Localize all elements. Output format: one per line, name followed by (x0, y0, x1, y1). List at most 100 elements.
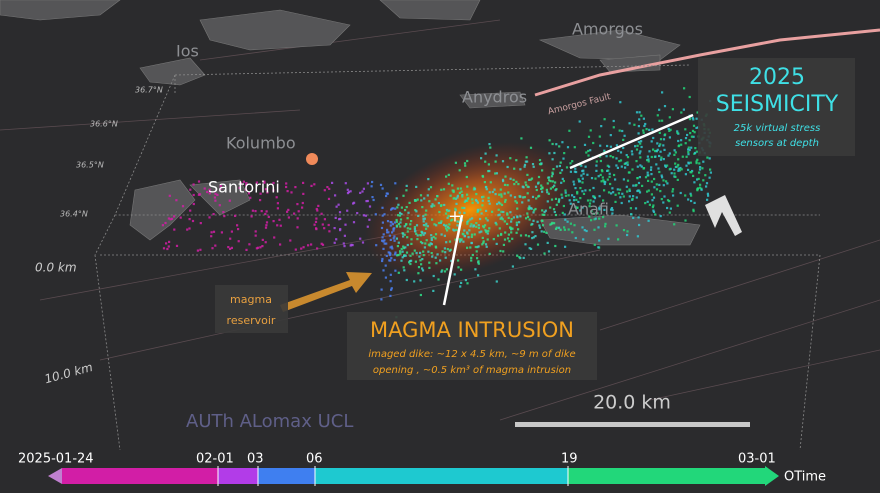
quake-dot (381, 206, 384, 209)
quake-dot (552, 208, 556, 211)
quake-dot (405, 251, 409, 254)
quake-dot (596, 212, 599, 215)
quake-dot (191, 219, 195, 223)
lat-label: 36.6°N (90, 120, 118, 129)
quake-dot (512, 216, 515, 219)
quake-dot (315, 217, 318, 220)
quake-dot (402, 266, 405, 269)
quake-dot (454, 238, 457, 241)
quake-dot (676, 178, 679, 181)
quake-dot (540, 230, 543, 233)
quake-dot (559, 171, 562, 174)
quake-dot (664, 164, 667, 167)
quake-dot (673, 153, 676, 156)
quake-dot (346, 209, 349, 212)
quake-dot (598, 135, 601, 138)
quake-dot (515, 180, 518, 183)
quake-dot (588, 189, 591, 192)
quake-dot (680, 168, 683, 171)
quake-dot (434, 233, 438, 236)
quake-dot (551, 172, 554, 176)
quake-dot (646, 190, 649, 193)
quake-dot (399, 218, 403, 221)
quake-dot (492, 238, 495, 241)
quake-dot (513, 183, 516, 186)
quake-dot (453, 273, 456, 276)
quake-dot (506, 165, 509, 169)
quake-dot (665, 180, 668, 183)
quake-dot (648, 128, 651, 131)
quake-dot (445, 241, 448, 244)
quake-dot (264, 226, 268, 229)
quake-dot (679, 191, 682, 195)
reservoir-label: magma (230, 293, 272, 306)
quake-dot (415, 210, 418, 213)
quake-dot (547, 250, 551, 253)
quake-dot (526, 160, 529, 163)
quake-dot (599, 173, 602, 176)
quake-dot (637, 189, 640, 192)
quake-dot (642, 167, 646, 170)
quake-dot (457, 266, 460, 269)
quake-dot (397, 271, 400, 274)
timeline-label: 03-01 (738, 452, 776, 467)
quake-dot (506, 184, 509, 187)
quake-dot (558, 145, 561, 148)
quake-dot (659, 138, 663, 141)
quake-dot (450, 259, 453, 262)
quake-dot (366, 225, 369, 228)
quake-dot (481, 199, 484, 202)
quake-dot (594, 177, 597, 180)
quake-dot (516, 254, 519, 257)
quake-dot (598, 239, 601, 242)
quake-dot (576, 190, 579, 194)
quake-dot (346, 192, 350, 195)
quake-dot (254, 210, 257, 213)
quake-dot (485, 245, 488, 248)
quake-dot (587, 149, 590, 153)
quake-dot (482, 195, 485, 198)
quake-dot (328, 230, 331, 233)
quake-dot (661, 91, 664, 94)
quake-dot (502, 210, 505, 214)
quake-dot (491, 190, 494, 194)
quake-dot (321, 243, 325, 246)
quake-dot (626, 233, 629, 237)
quake-dot (659, 158, 663, 161)
quake-dot (667, 127, 670, 130)
quake-dot (609, 182, 612, 186)
quake-dot (512, 178, 515, 181)
quake-dot (603, 189, 606, 192)
quake-dot (421, 232, 424, 235)
quake-dot (622, 178, 625, 181)
quake-dot (445, 175, 448, 178)
quake-dot (685, 155, 688, 158)
quake-dot (470, 259, 473, 262)
quake-dot (297, 210, 300, 213)
quake-dot (414, 260, 417, 263)
quake-dot (431, 218, 434, 221)
quake-dot (279, 224, 282, 227)
quake-dot (677, 167, 680, 170)
quake-dot (599, 144, 602, 147)
quake-dot (405, 223, 408, 226)
quake-dot (471, 217, 474, 220)
quake-dot (435, 246, 438, 249)
quake-dot (579, 209, 582, 212)
quake-dot (538, 159, 542, 162)
quake-dot (495, 242, 498, 245)
quake-dot (706, 198, 709, 201)
quake-dot (448, 227, 451, 230)
quake-dot (461, 195, 464, 198)
quake-dot (519, 195, 522, 198)
quake-dot (432, 235, 435, 239)
quake-dot (480, 157, 483, 160)
quake-dot (660, 198, 663, 201)
quake-dot (397, 241, 400, 244)
quake-dot (216, 193, 219, 196)
quake-dot (521, 201, 524, 204)
quake-dot (660, 156, 663, 159)
quake-dot (619, 188, 622, 191)
quake-dot (392, 237, 395, 240)
quake-dot (635, 111, 639, 114)
